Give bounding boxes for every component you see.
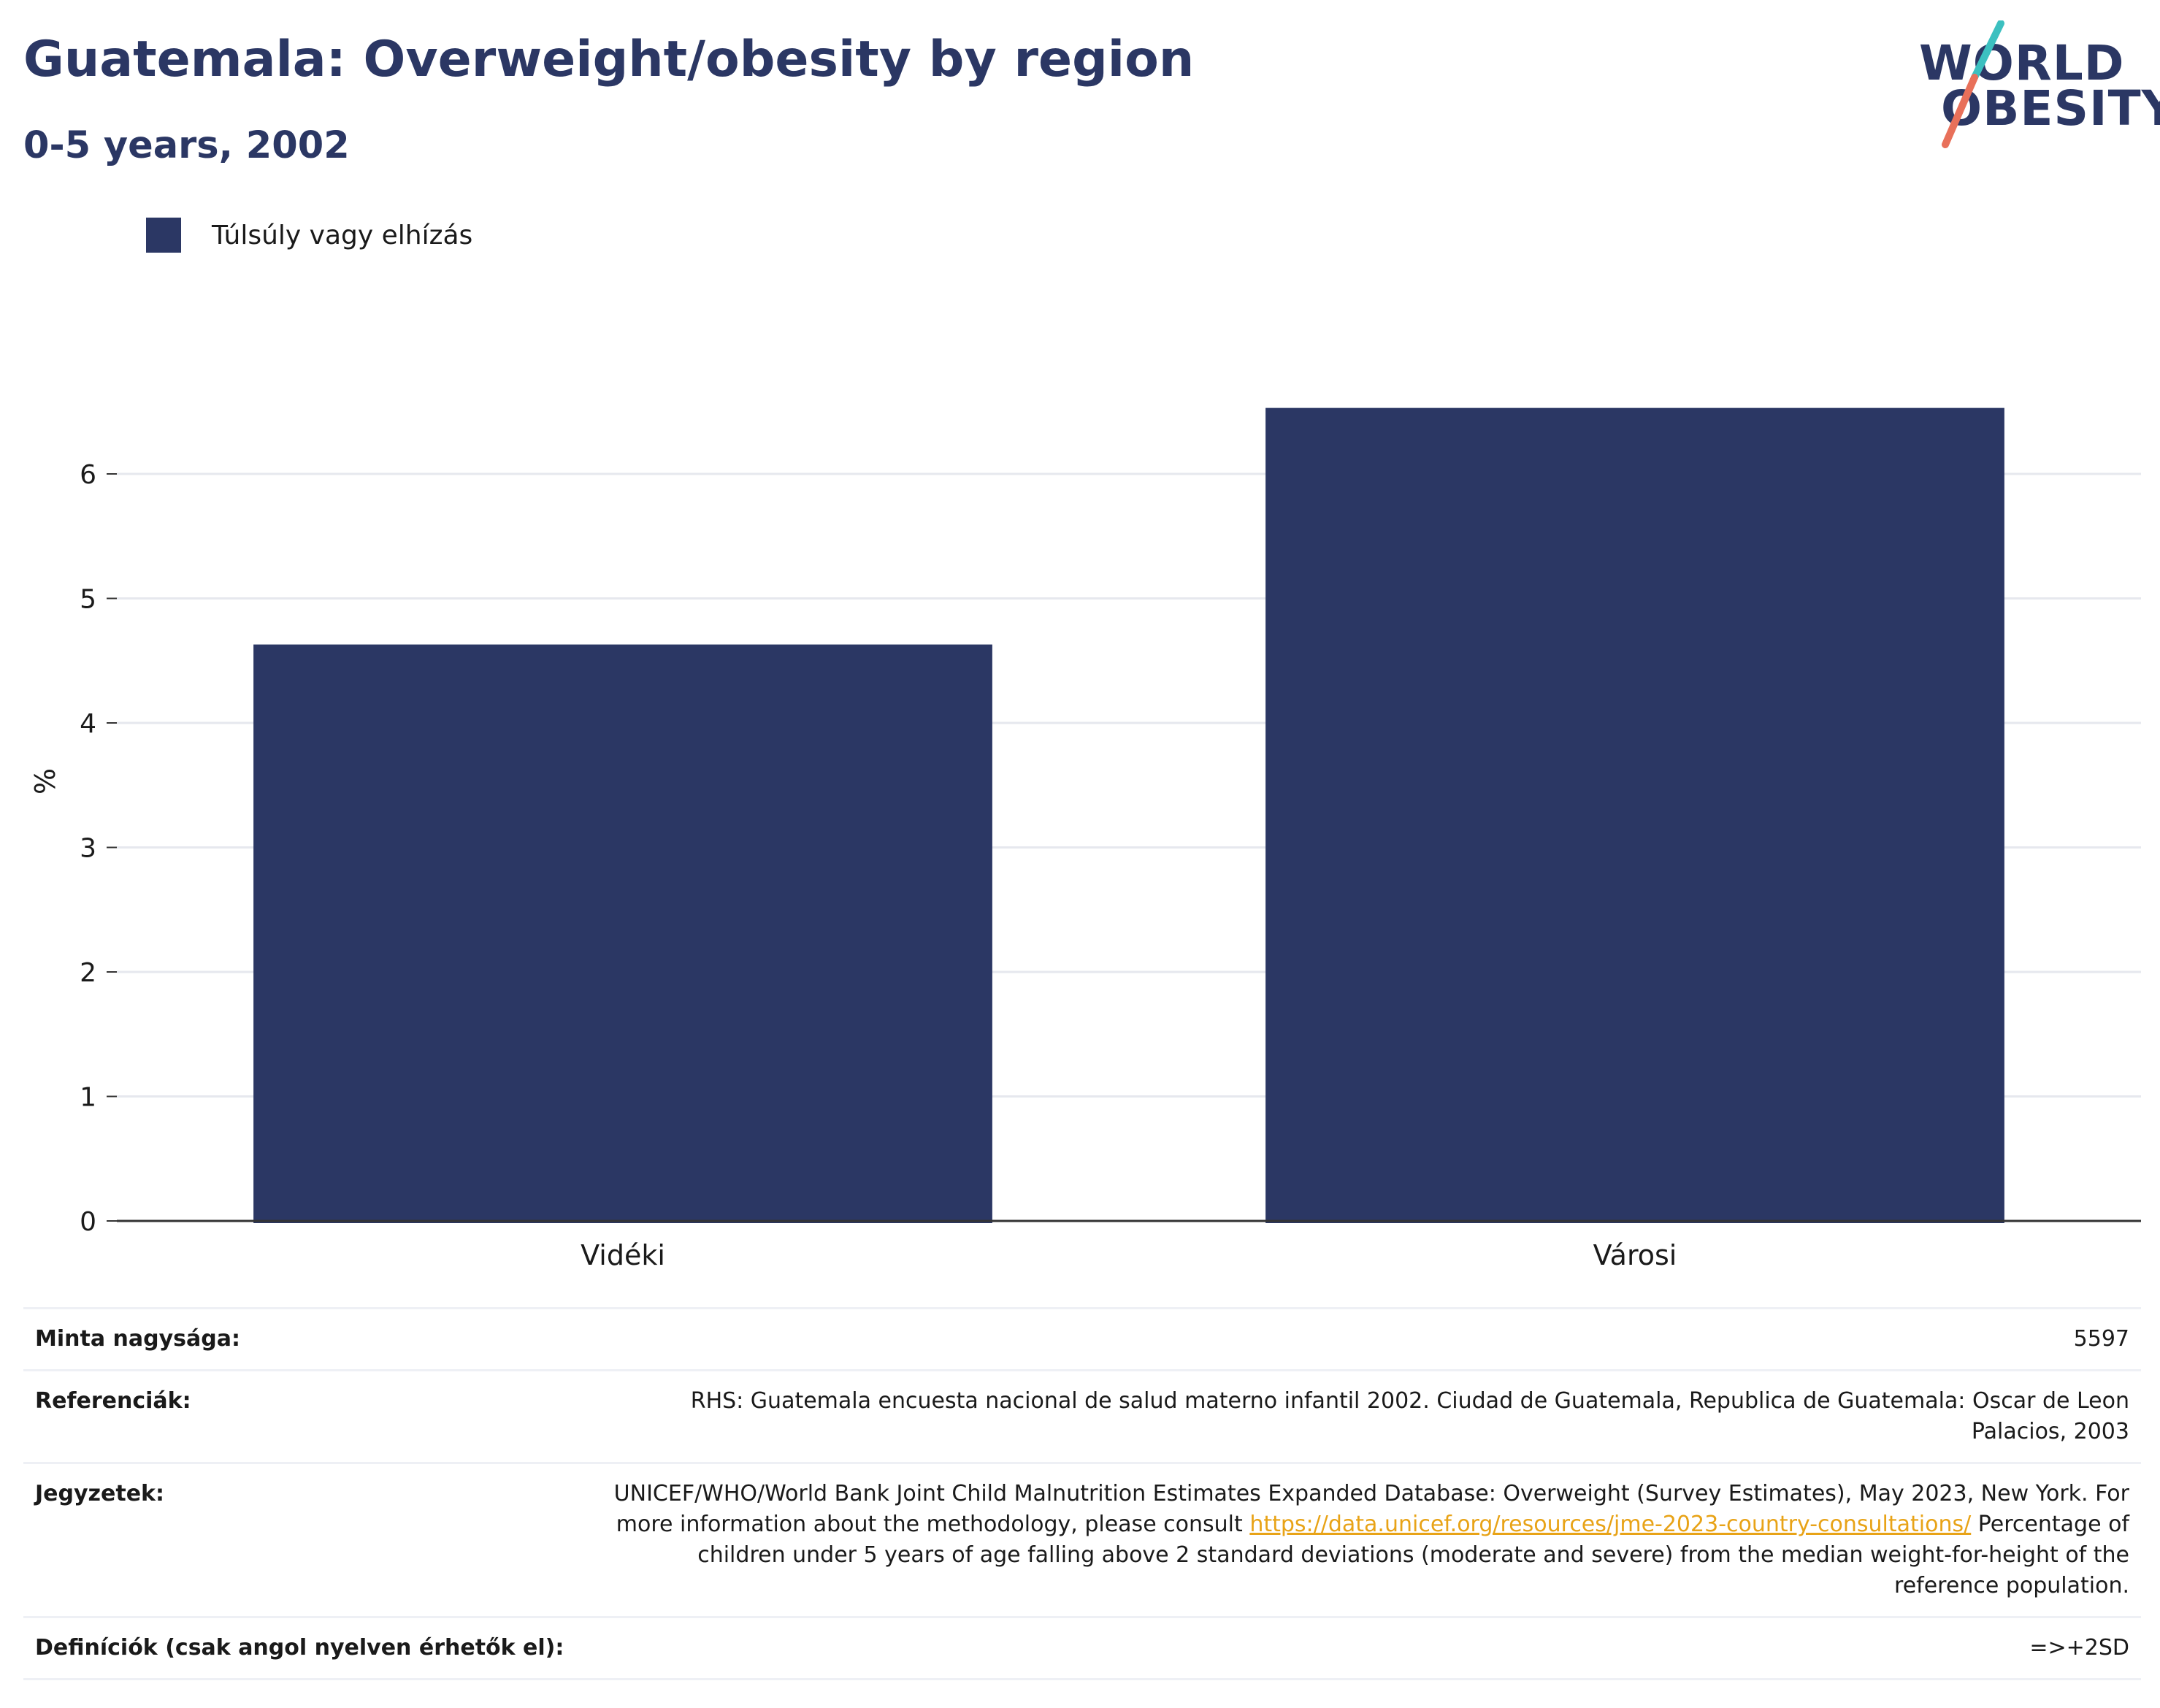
info-row-sample: Minta nagysága: 5597 [23,1307,2141,1369]
info-row-notes: Jegyzetek: UNICEF/WHO/World Bank Joint C… [23,1462,2141,1616]
legend-swatch [146,218,181,253]
notes-text-2: Percentage of children under 5 years of … [697,1512,2129,1598]
logo-slash-icon [1942,20,2004,148]
legend: Túlsúly vagy elhízás [146,218,472,253]
x-tick-label: Vidéki [581,1239,665,1271]
sample-size-value: 5597 [2073,1326,2129,1352]
info-table: Minta nagysága: 5597 Referenciák: RHS: G… [23,1307,2141,1680]
chart-title: Guatemala: Overweight/obesity by region [23,31,1195,88]
definitions-label: Definíciók (csak angol nyelven érhetők e… [35,1635,564,1661]
y-tick-label: 1 [80,1083,96,1113]
bar [253,644,992,1223]
y-tick-label: 2 [80,958,96,988]
methodology-link[interactable]: https://data.unicef.org/resources/jme-20… [1249,1512,1972,1537]
info-row-references: Referenciák: RHS: Guatemala encuesta nac… [23,1369,2141,1462]
legend-label: Túlsúly vagy elhízás [212,220,473,250]
y-tick-label: 5 [80,585,96,615]
references-value: RHS: Guatemala encuesta nacional de salu… [690,1388,2129,1444]
logo-word-1: WORLD [1919,35,2125,91]
world-obesity-logo: WORLD OBESITY [1919,20,2160,152]
notes-label: Jegyzetek: [35,1481,164,1506]
y-tick-label: 6 [80,460,96,490]
chart-subtitle: 0-5 years, 2002 [23,124,350,167]
notes-text-1: UNICEF/WHO/World Bank Joint Child Malnut… [613,1481,2129,1537]
bar [1265,407,2004,1223]
definitions-value: =>+2SD [2029,1635,2129,1661]
x-tick-label: Városi [1593,1239,1677,1271]
y-tick-label: 3 [80,834,96,864]
info-row-definitions: Definíciók (csak angol nyelven érhetők e… [23,1616,2141,1680]
sample-size-label: Minta nagysága: [35,1326,240,1352]
references-label: Referenciák: [35,1388,191,1414]
logo-word-2: OBESITY [1941,80,2160,137]
y-tick-label: 0 [80,1207,96,1237]
y-tick-label: 4 [80,709,96,739]
bar-chart: 0 1 2 3 4 5 6 Vidéki Városi [80,407,2141,1271]
notes-value: UNICEF/WHO/World Bank Joint Child Malnut… [610,1479,2129,1601]
